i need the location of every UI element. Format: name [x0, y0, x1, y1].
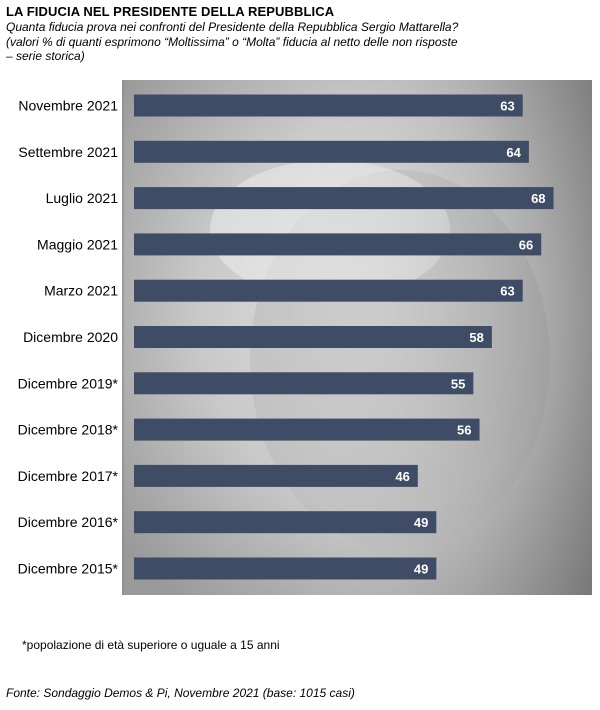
data-label: 63 — [500, 284, 514, 299]
bar — [134, 233, 542, 256]
category-label: Dicembre 2017* — [18, 468, 119, 484]
category-label: Novembre 2021 — [18, 98, 118, 114]
category-label: Dicembre 2019* — [18, 375, 119, 391]
chart-subtitle: Quanta fiducia prova nei confronti del P… — [6, 20, 566, 64]
bar — [134, 187, 554, 210]
chart-title: LA FIDUCIA NEL PRESIDENTE DELLA REPUBBLI… — [6, 4, 335, 19]
category-label: Dicembre 2015* — [18, 561, 119, 577]
bar — [134, 326, 492, 348]
data-label: 46 — [395, 469, 409, 484]
category-label: Dicembre 2016* — [18, 514, 119, 530]
bar — [134, 372, 474, 395]
subtitle-line: (valori % di quanti esprimono “Moltissim… — [6, 34, 458, 49]
bar — [134, 464, 418, 487]
bar — [134, 140, 529, 163]
bar — [134, 557, 437, 580]
data-label: 55 — [451, 376, 465, 391]
category-label: Settembre 2021 — [18, 144, 118, 160]
data-label: 63 — [500, 99, 514, 114]
category-label: Luglio 2021 — [46, 190, 119, 206]
data-label: 58 — [469, 330, 483, 345]
data-label: 49 — [414, 515, 428, 530]
bar — [134, 511, 437, 534]
footnote: *popolazione di età superiore o uguale a… — [22, 638, 280, 652]
data-label: 68 — [531, 191, 545, 206]
category-label: Dicembre 2020 — [23, 329, 118, 345]
subtitle-line: – serie storica) — [6, 49, 85, 63]
data-label: 49 — [414, 562, 428, 577]
bar-chart: Novembre 2021 63 Settembre 2021 64 Luglio 20… — [18, 80, 592, 595]
category-label: Dicembre 2018* — [18, 422, 119, 438]
subtitle-line: Quanta fiducia prova nei confronti del P… — [6, 20, 459, 34]
category-label: Maggio 2021 — [37, 236, 118, 252]
bar — [134, 418, 480, 441]
data-label: 56 — [457, 423, 471, 438]
category-label: Marzo 2021 — [44, 283, 118, 299]
data-label: 64 — [506, 145, 521, 160]
bar — [134, 94, 523, 117]
data-label: 66 — [519, 237, 533, 252]
bar — [134, 279, 523, 302]
bars: Novembre 2021 63 Settembre 2021 64 Luglio 20… — [18, 94, 554, 580]
source-note: Fonte: Sondaggio Demos & Pi, Novembre 20… — [6, 686, 355, 700]
